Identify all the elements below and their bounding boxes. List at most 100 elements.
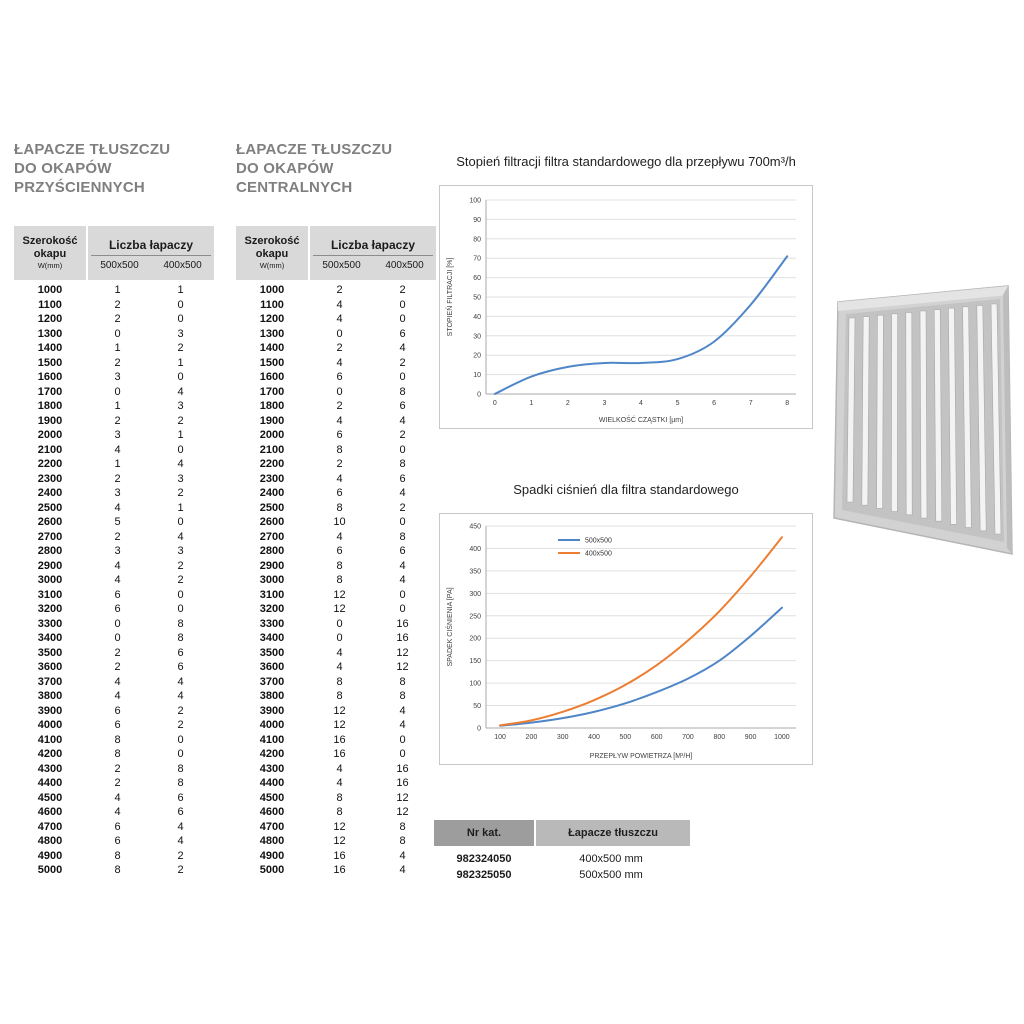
- hood-width-cell: 2000: [259, 429, 285, 441]
- trap-count-cell: 12: [396, 646, 409, 659]
- svg-text:250: 250: [469, 613, 481, 620]
- trap-count-cell: 16: [333, 733, 346, 746]
- trap-count-cell: 0: [114, 327, 121, 340]
- svg-text:10: 10: [473, 372, 481, 379]
- trap-count-cell: 3: [177, 545, 184, 557]
- header-label: Szerokość: [244, 235, 300, 247]
- hood-width-cell: 3300: [259, 617, 285, 630]
- table-row: 3000 4 2: [14, 573, 214, 588]
- hood-width-cell: 3800: [259, 690, 285, 702]
- trap-count-cell: 6: [177, 661, 184, 673]
- svg-text:500x500: 500x500: [585, 538, 612, 545]
- trap-count-cell: 8: [399, 690, 406, 702]
- section-title-line: ŁAPACZE TŁUSZCZU: [14, 141, 171, 158]
- table-row: 4500 8 12: [236, 791, 436, 806]
- trap-count-cell: 4: [399, 849, 406, 862]
- svg-text:400: 400: [588, 734, 600, 741]
- trap-count-cell: 4: [177, 675, 184, 688]
- table-row: 3600 4 12: [236, 660, 436, 675]
- svg-text:90: 90: [473, 217, 481, 224]
- trap-count-cell: 0: [336, 617, 343, 630]
- trap-count-cell: 0: [114, 632, 121, 644]
- table-row: 4800 12 8: [236, 834, 436, 849]
- header-group-label: Liczba łapaczy: [91, 236, 211, 256]
- trap-count-cell: 4: [114, 443, 121, 456]
- hood-width-cell: 2600: [37, 516, 63, 528]
- table-row: 1900 4 4: [236, 414, 436, 429]
- table-row: 2600 10 0: [236, 515, 436, 530]
- trap-count-cell: 12: [333, 820, 346, 833]
- trap-count-cell: 0: [336, 327, 343, 340]
- trap-count-cell: 2: [114, 313, 121, 325]
- header-label: okapu: [255, 248, 289, 260]
- trap-count-cell: 4: [177, 690, 184, 702]
- hood-width-cell: 3200: [259, 603, 285, 615]
- hood-width-cell: 4100: [259, 733, 285, 746]
- trap-count-cell: 0: [399, 748, 406, 760]
- trap-count-cell: 6: [114, 835, 121, 847]
- trap-count-cell: 8: [399, 820, 406, 833]
- pressure-chart-section: Spadki ciśnień dla filtra standardowego …: [437, 482, 815, 765]
- trap-count-cell: 2: [114, 298, 121, 311]
- svg-text:300: 300: [469, 591, 481, 598]
- svg-text:1000: 1000: [774, 734, 790, 741]
- filtration-chart-section: Stopień filtracji filtra standardowego d…: [437, 154, 815, 429]
- hood-width-cell: 2200: [37, 458, 63, 470]
- hood-width-cell: 2000: [37, 429, 63, 441]
- table-row: 2300 2 3: [14, 472, 214, 487]
- svg-text:400x500: 400x500: [585, 551, 612, 558]
- trap-count-cell: 4: [399, 414, 406, 427]
- trap-count-cell: 0: [177, 298, 184, 311]
- trap-count-cell: 0: [177, 733, 184, 746]
- table-row: 5000 16 4: [236, 863, 436, 878]
- svg-text:STOPIEŃ FILTRACJI [%]: STOPIEŃ FILTRACJI [%]: [445, 258, 454, 337]
- grease-filter-image: [833, 285, 1013, 555]
- trap-count-cell: 2: [399, 284, 406, 296]
- trap-count-cell: 2: [114, 472, 121, 485]
- section-title-line: DO OKAPÓW: [14, 160, 112, 177]
- hood-width-cell: 1700: [259, 385, 285, 398]
- catalog-size: 500x500 mm: [579, 869, 643, 881]
- table-row: 1800 1 3: [14, 399, 214, 414]
- table-row: 1300 0 3: [14, 327, 214, 342]
- hood-width-cell: 2400: [37, 487, 63, 499]
- svg-text:400: 400: [469, 546, 481, 553]
- section-title-line: CENTRALNYCH: [236, 179, 353, 196]
- trap-count-cell: 3: [177, 472, 184, 485]
- hood-width-cell: 2100: [37, 443, 63, 456]
- trap-count-cell: 6: [114, 719, 121, 731]
- svg-text:2: 2: [566, 400, 570, 407]
- hood-width-cell: 1100: [38, 298, 62, 311]
- trap-count-cell: 0: [399, 603, 406, 615]
- trap-count-cell: 16: [333, 849, 346, 862]
- header-unit-label: W(mm): [37, 261, 63, 270]
- table-body: 1000 2 2 1100 4 0 1200 4 0 1300 0 6 1400 2 4 1500 4 2 1600…: [236, 283, 436, 878]
- hood-width-cell: 2800: [259, 545, 285, 557]
- table-row: 4600 8 12: [236, 805, 436, 820]
- table-row: 1500 2 1: [14, 356, 214, 371]
- hood-width-cell: 3700: [37, 675, 63, 688]
- table-row: 3000 8 4: [236, 573, 436, 588]
- trap-count-cell: 4: [336, 646, 343, 659]
- hood-width-cell: 3700: [259, 675, 285, 688]
- trap-count-cell: 2: [177, 559, 184, 572]
- trap-count-cell: 12: [333, 719, 346, 731]
- table-row: 2400 6 4: [236, 486, 436, 501]
- trap-count-cell: 2: [336, 284, 343, 296]
- trap-count-cell: 2: [114, 762, 121, 775]
- hood-width-cell: 3000: [259, 574, 285, 586]
- trap-count-cell: 12: [333, 835, 346, 847]
- trap-count-cell: 4: [177, 820, 184, 833]
- hood-width-cell: 2600: [259, 516, 285, 528]
- trap-count-cell: 0: [177, 603, 184, 615]
- svg-text:8: 8: [785, 400, 789, 407]
- hood-width-cell: 3100: [259, 588, 285, 601]
- table-row: 2500 4 1: [14, 501, 214, 516]
- svg-text:0: 0: [477, 392, 481, 399]
- trap-count-cell: 2: [114, 356, 121, 369]
- svg-text:600: 600: [651, 734, 663, 741]
- trap-count-cell: 6: [399, 472, 406, 485]
- table-row: 2100 4 0: [14, 443, 214, 458]
- hood-width-cell: 3500: [37, 646, 63, 659]
- hood-width-cell: 1900: [259, 414, 285, 427]
